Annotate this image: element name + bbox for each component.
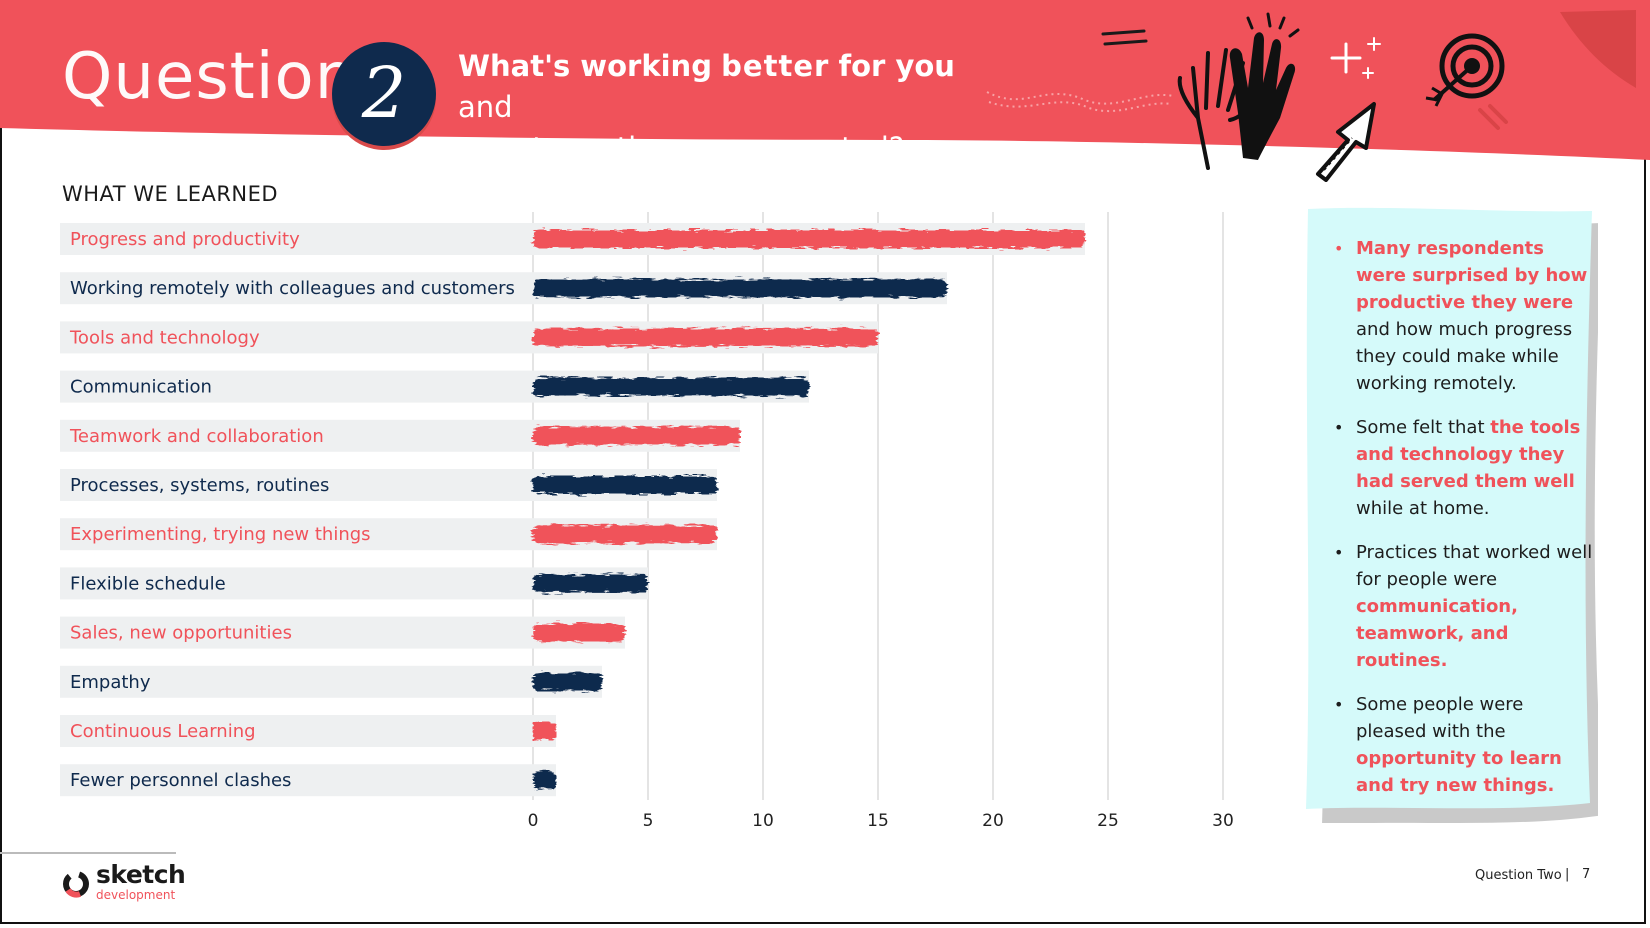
insight-text: Practices that worked well for people we… <box>1356 542 1593 590</box>
category-label: Progress and productivity <box>70 229 300 250</box>
insight-item: Some felt that the tools and technology … <box>1334 414 1596 522</box>
x-tick-label: 20 <box>982 811 1004 831</box>
bar <box>533 476 717 494</box>
question-text: What's working better for you and your t… <box>458 46 1018 169</box>
question-text-rest-2: your team than you expected? <box>458 131 905 165</box>
insight-text: Some people were pleased with the <box>1356 694 1524 742</box>
question-number: 2 <box>361 52 407 134</box>
category-row-background <box>60 764 556 797</box>
question-word: Question <box>62 40 357 114</box>
bar <box>533 279 947 298</box>
bar <box>533 722 556 740</box>
bar <box>533 771 556 790</box>
logo-word: sketch <box>96 860 186 889</box>
insight-item: Some people were pleased with the opport… <box>1334 691 1596 799</box>
question-text-bold-1: What's working <box>458 49 712 83</box>
logo-ring-icon <box>63 871 89 898</box>
high-five-hands-icon <box>1177 12 1300 170</box>
bar <box>533 230 1085 248</box>
footer-separator: | <box>1565 867 1570 882</box>
target-icon <box>1425 33 1508 130</box>
ticks-layer: 0 5 10 15 20 25 30 <box>528 811 1234 831</box>
bar <box>533 574 648 593</box>
insight-highlight: the tools and technology they had served… <box>1356 417 1581 492</box>
bar <box>533 525 717 544</box>
page-number: 7 <box>1582 867 1591 882</box>
category-label: Working remotely with colleagues and cus… <box>70 278 515 299</box>
insight-highlight: Many respondents were surprised by how p… <box>1356 238 1588 313</box>
logo-subtitle: development <box>96 888 176 902</box>
question-text-bold-2: for you <box>838 49 955 83</box>
bar <box>533 623 625 642</box>
question-text-rest-1: and <box>458 90 513 124</box>
company-logo: sketch development <box>62 860 192 904</box>
x-tick-label: 15 <box>867 811 889 831</box>
bar <box>533 377 809 396</box>
sparkle-plus-icon <box>1330 37 1381 79</box>
bar-chart: Progress and productivity Working remotel… <box>60 212 1234 831</box>
category-label: Empathy <box>70 672 151 693</box>
category-row-background <box>60 616 625 649</box>
dash-marks-decoration <box>1101 29 1148 46</box>
x-tick-label: 25 <box>1097 811 1119 831</box>
category-label: Communication <box>70 377 212 398</box>
x-tick-label: 30 <box>1212 811 1234 831</box>
category-label: Fewer personnel clashes <box>70 770 291 791</box>
category-label: Processes, systems, routines <box>70 475 329 496</box>
bar <box>533 328 878 347</box>
category-label: Experimenting, trying new things <box>70 524 371 545</box>
bar <box>533 672 602 691</box>
question-number-badge: 2 <box>332 42 436 146</box>
category-label: Tools and technology <box>69 327 260 348</box>
insight-item: Many respondents were surprised by how p… <box>1334 235 1596 397</box>
category-row-background <box>60 715 556 747</box>
arrow-up-icon <box>1316 102 1376 182</box>
footer-divider <box>0 852 176 854</box>
x-tick-label: 0 <box>528 811 539 831</box>
banner-corner-fold <box>1560 10 1636 88</box>
insight-highlight: opportunity to learn and try new things. <box>1356 748 1562 796</box>
category-label: Flexible schedule <box>70 573 226 594</box>
insight-item: Practices that worked well for people we… <box>1334 539 1596 674</box>
insights-list: Many respondents were surprised by how p… <box>1334 235 1596 816</box>
insight-highlight: communication, teamwork, and routines. <box>1356 596 1518 671</box>
category-label: Sales, new opportunities <box>70 623 292 644</box>
bar <box>533 426 740 445</box>
x-tick-label: 10 <box>752 811 774 831</box>
bars-layer <box>533 230 1085 790</box>
insight-text: and how much progress they could make wh… <box>1356 319 1573 394</box>
insight-text: Some felt that <box>1356 417 1491 438</box>
x-tick-label: 5 <box>643 811 654 831</box>
rows-layer: Progress and productivity Working remotel… <box>60 223 1085 797</box>
category-label: Continuous Learning <box>70 721 256 742</box>
insights-note: Many respondents were surprised by how p… <box>1302 205 1598 823</box>
insight-text: while at home. <box>1356 498 1490 519</box>
category-label: Teamwork and collaboration <box>69 426 324 447</box>
question-text-highlight: better <box>721 49 830 83</box>
category-row-background <box>60 665 602 698</box>
section-title: WHAT WE LEARNED <box>62 182 279 206</box>
dots-scribble-decoration <box>986 91 1174 113</box>
grid-layer <box>532 212 1224 800</box>
footer-section-label: Question Two <box>1475 868 1562 883</box>
